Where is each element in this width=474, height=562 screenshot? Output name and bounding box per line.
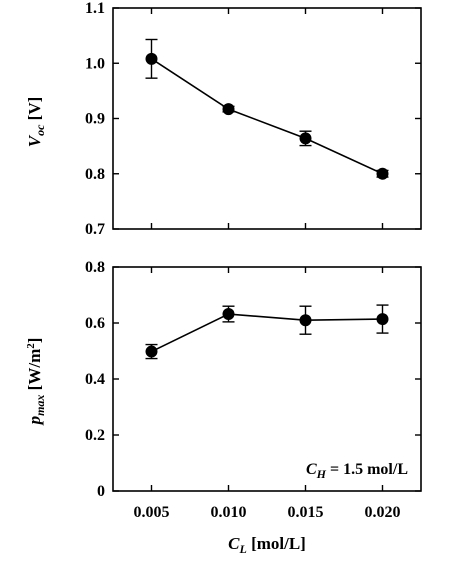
y-tick-label: 0.4 xyxy=(85,371,105,388)
x-tick-label: 0.015 xyxy=(288,504,324,521)
y-tick-label: 1.0 xyxy=(85,55,105,72)
data-point xyxy=(222,103,235,116)
data-point xyxy=(376,167,389,180)
y-tick-label: 0.2 xyxy=(85,427,105,444)
y-tick-label: 0.6 xyxy=(85,315,105,332)
y-axis-label: Voc [V] xyxy=(25,97,47,148)
plot-frame xyxy=(112,7,422,230)
panel-voc: 0.7 0.8 0.9 1.0 1.1 Voc [V] xyxy=(25,0,422,238)
y-tick-label: 1.1 xyxy=(85,0,105,17)
y-axis-label-sup: 2 xyxy=(25,343,37,349)
data-point xyxy=(222,308,235,321)
data-point xyxy=(145,345,158,358)
y-axis-label-unit: [V] xyxy=(25,97,44,125)
annotation: CH = 1.5 mol/L xyxy=(306,461,408,481)
series-line xyxy=(151,58,383,175)
y-axis-label-close: ] xyxy=(25,338,44,344)
data-point xyxy=(299,314,312,327)
x-tick-label: 0.005 xyxy=(134,504,170,521)
y-tick-label: 0.8 xyxy=(85,259,105,276)
x-tick-label: 0.010 xyxy=(211,504,247,521)
annotation-main: C xyxy=(306,461,317,478)
y-axis-label-main: p xyxy=(25,416,44,427)
annotation-rest: = 1.5 mol/L xyxy=(326,461,408,478)
data-point xyxy=(376,313,389,326)
annotation-sub: H xyxy=(316,467,327,481)
plot-frame xyxy=(112,266,422,492)
y-tick-label: 0.9 xyxy=(85,111,105,128)
y-axis-label-unit: [W/m xyxy=(25,349,44,395)
data-point xyxy=(299,132,312,145)
y-axis-label-sub: oc xyxy=(33,124,47,136)
x-axis-label-main: C xyxy=(228,534,240,553)
y-axis-label: pmax [W/m2] xyxy=(25,338,47,427)
y-axis-label-main: V xyxy=(25,134,44,147)
y-axis-label-sub: max xyxy=(33,395,47,416)
panel-pmax: 0 0.2 0.4 0.6 0.8 0.005 0.010 0.015 0.020 pmax [W… xyxy=(25,259,422,556)
y-tick-label: 0.7 xyxy=(85,221,105,238)
y-tick-label: 0 xyxy=(97,483,105,500)
x-axis-label: CL [mol/L] xyxy=(228,534,306,556)
data-point xyxy=(145,52,158,65)
y-tick-label: 0.8 xyxy=(85,166,105,183)
x-tick-label: 0.020 xyxy=(365,504,401,521)
x-axis-label-sub: L xyxy=(238,542,246,556)
series-line xyxy=(151,313,383,353)
x-axis-label-unit: [mol/L] xyxy=(247,534,306,553)
